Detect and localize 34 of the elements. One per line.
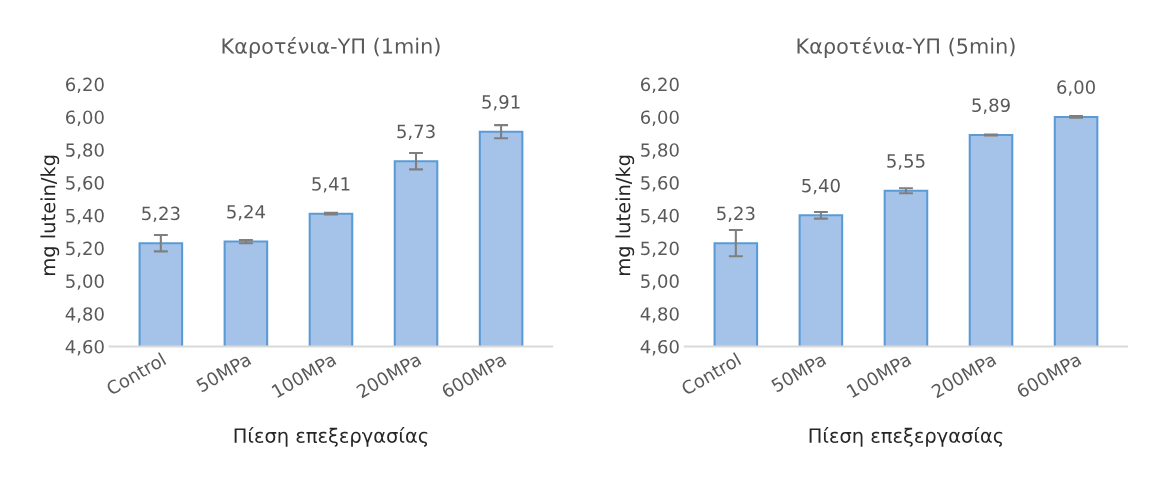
data-label: 5,73 xyxy=(397,124,435,141)
data-label: 5,23 xyxy=(717,206,755,223)
y-tick-label: 5,20 xyxy=(641,241,679,258)
chart-title: Καροτένια-ΥΠ (1min) xyxy=(222,36,440,58)
data-label: 5,55 xyxy=(887,154,925,170)
data-label: 5,40 xyxy=(802,178,840,195)
y-tick-label: 5,80 xyxy=(641,143,679,159)
y-tick-label: 5,00 xyxy=(66,274,104,290)
data-label: 5,91 xyxy=(482,95,520,111)
y-tick-label: 4,80 xyxy=(640,307,679,323)
y-tick-label: 4,80 xyxy=(65,307,104,323)
y-tick-label: 5,40 xyxy=(66,208,104,225)
y-tick-label: 4,60 xyxy=(640,339,679,356)
y-axis-title: mg lutein/kg xyxy=(40,155,60,275)
y-tick-label: 5,60 xyxy=(66,175,104,192)
y-tick-label: 6,00 xyxy=(66,110,104,126)
y-tick-label: 5,00 xyxy=(641,274,679,290)
y-tick-label: 5,60 xyxy=(641,175,679,192)
y-tick-label: 5,40 xyxy=(641,208,679,225)
chart-title: Καροτένια-ΥΠ (5min) xyxy=(797,36,1015,58)
data-label: 5,23 xyxy=(142,206,180,223)
y-tick-label: 6,20 xyxy=(641,77,679,94)
y-tick-label: 6,00 xyxy=(641,110,679,126)
data-label: 5,89 xyxy=(972,98,1010,114)
data-label: 5,41 xyxy=(312,177,350,193)
y-tick-label: 4,60 xyxy=(65,339,104,356)
y-axis-title: mg lutein/kg xyxy=(615,155,635,275)
y-tick-label: 5,20 xyxy=(66,241,104,258)
x-axis-title: Πίεση επεξεργασίας xyxy=(234,427,428,447)
x-axis-title: Πίεση επεξεργασίας xyxy=(809,427,1003,447)
y-tick-label: 5,80 xyxy=(66,143,104,159)
y-tick-label: 6,20 xyxy=(66,77,104,94)
data-label: 6,00 xyxy=(1057,80,1095,96)
data-label: 5,24 xyxy=(227,204,265,221)
